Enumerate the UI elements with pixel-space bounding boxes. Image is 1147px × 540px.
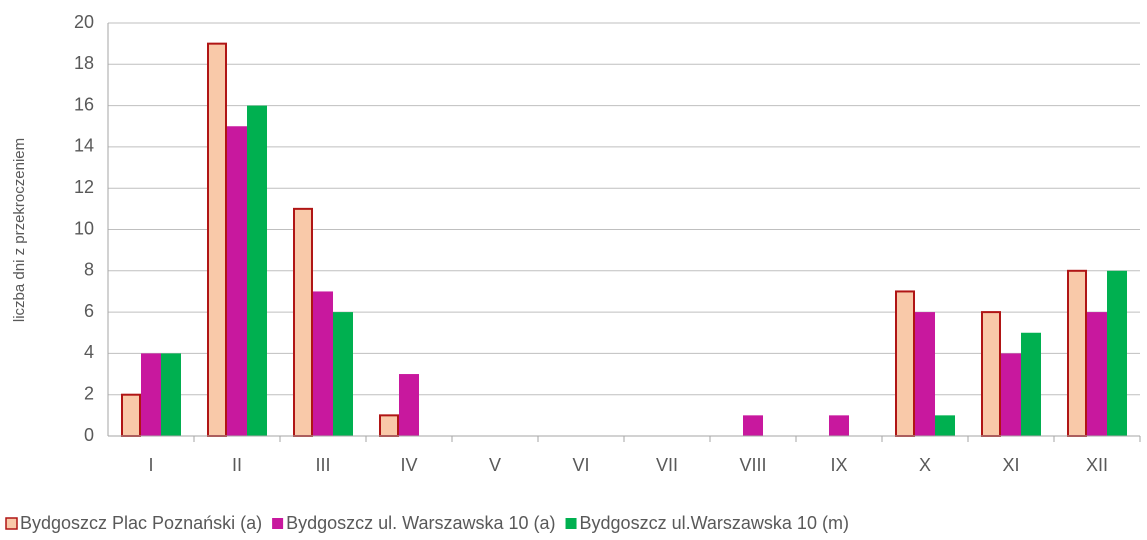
legend-label: Bydgoszcz Plac Poznański (a) <box>20 513 262 533</box>
legend-label: Bydgoszcz ul. Warszawska 10 (a) <box>286 513 555 533</box>
x-tick-label: XII <box>1086 455 1108 475</box>
y-tick-label: 16 <box>74 94 94 114</box>
bar <box>895 290 915 438</box>
x-tick-label: X <box>919 455 931 475</box>
bar <box>1087 312 1107 436</box>
bar <box>161 353 181 436</box>
x-tick-label: I <box>148 455 153 475</box>
y-axis-label: liczba dni z przekroczeniem <box>11 138 28 322</box>
bar <box>829 415 849 436</box>
y-tick-label: 0 <box>84 425 94 445</box>
bar <box>915 312 935 436</box>
y-tick-label: 2 <box>84 383 94 403</box>
y-tick-label: 12 <box>74 177 94 197</box>
x-tick-label: VIII <box>739 455 766 475</box>
y-tick-label: 8 <box>84 260 94 280</box>
x-tick-label: XI <box>1002 455 1019 475</box>
bar <box>141 353 161 436</box>
x-tick-label: VII <box>656 455 678 475</box>
bar <box>121 393 141 438</box>
x-tick-label: IV <box>400 455 417 475</box>
bar <box>333 312 353 436</box>
x-tick-label: IX <box>830 455 847 475</box>
bar <box>1001 353 1021 436</box>
bar <box>1021 332 1041 436</box>
bar <box>247 105 267 436</box>
bar <box>743 415 763 436</box>
y-tick-label: 4 <box>84 342 94 362</box>
bar <box>935 415 955 436</box>
x-tick-label: V <box>489 455 501 475</box>
y-tick-label: 20 <box>74 12 94 32</box>
x-tick-label: VI <box>572 455 589 475</box>
bar <box>1067 269 1087 437</box>
y-tick-label: 10 <box>74 218 94 238</box>
legend-marker <box>565 518 577 529</box>
x-tick-label: III <box>315 455 330 475</box>
legend-marker <box>272 518 284 529</box>
bar <box>227 126 247 436</box>
x-tick-label: II <box>232 455 242 475</box>
legend-label: Bydgoszcz ul.Warszawska 10 (m) <box>580 513 849 533</box>
bar <box>207 42 227 438</box>
bar <box>379 414 399 438</box>
bar <box>399 374 419 436</box>
bar <box>293 207 313 437</box>
y-tick-label: 6 <box>84 301 94 321</box>
bar <box>313 291 333 436</box>
y-tick-label: 14 <box>74 136 94 156</box>
y-tick-label: 18 <box>74 53 94 73</box>
bar <box>1107 270 1127 436</box>
bar <box>981 311 1001 438</box>
legend-marker <box>5 517 18 530</box>
